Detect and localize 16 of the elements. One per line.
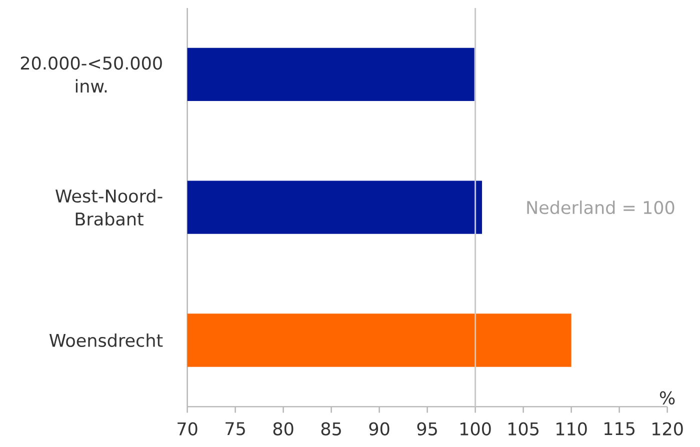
- y-tick-label: 20.000-<50.000 inw.: [20, 56, 162, 92]
- x-tick-label: 90: [369, 422, 390, 436]
- x-tick-label: 120: [652, 422, 683, 436]
- x-tick-label: 115: [604, 422, 634, 436]
- x-axis-title: %: [660, 391, 675, 405]
- x-tick-label: 75: [226, 422, 245, 436]
- x-tick-label: 70: [178, 422, 198, 436]
- x-tick-label: 105: [508, 422, 538, 436]
- x-tick-label: 85: [321, 422, 341, 436]
- y-tick-label: Woensdrecht: [49, 333, 163, 348]
- x-tick-label: 110: [556, 422, 587, 436]
- x-tick-label: 95: [417, 422, 437, 436]
- x-tick-label: 80: [273, 422, 294, 436]
- y-tick-label: West-Noord-Brabant: [56, 189, 162, 226]
- ref-line-label: Nederland = 100: [527, 200, 674, 214]
- x-tick-label: 100: [460, 422, 491, 436]
